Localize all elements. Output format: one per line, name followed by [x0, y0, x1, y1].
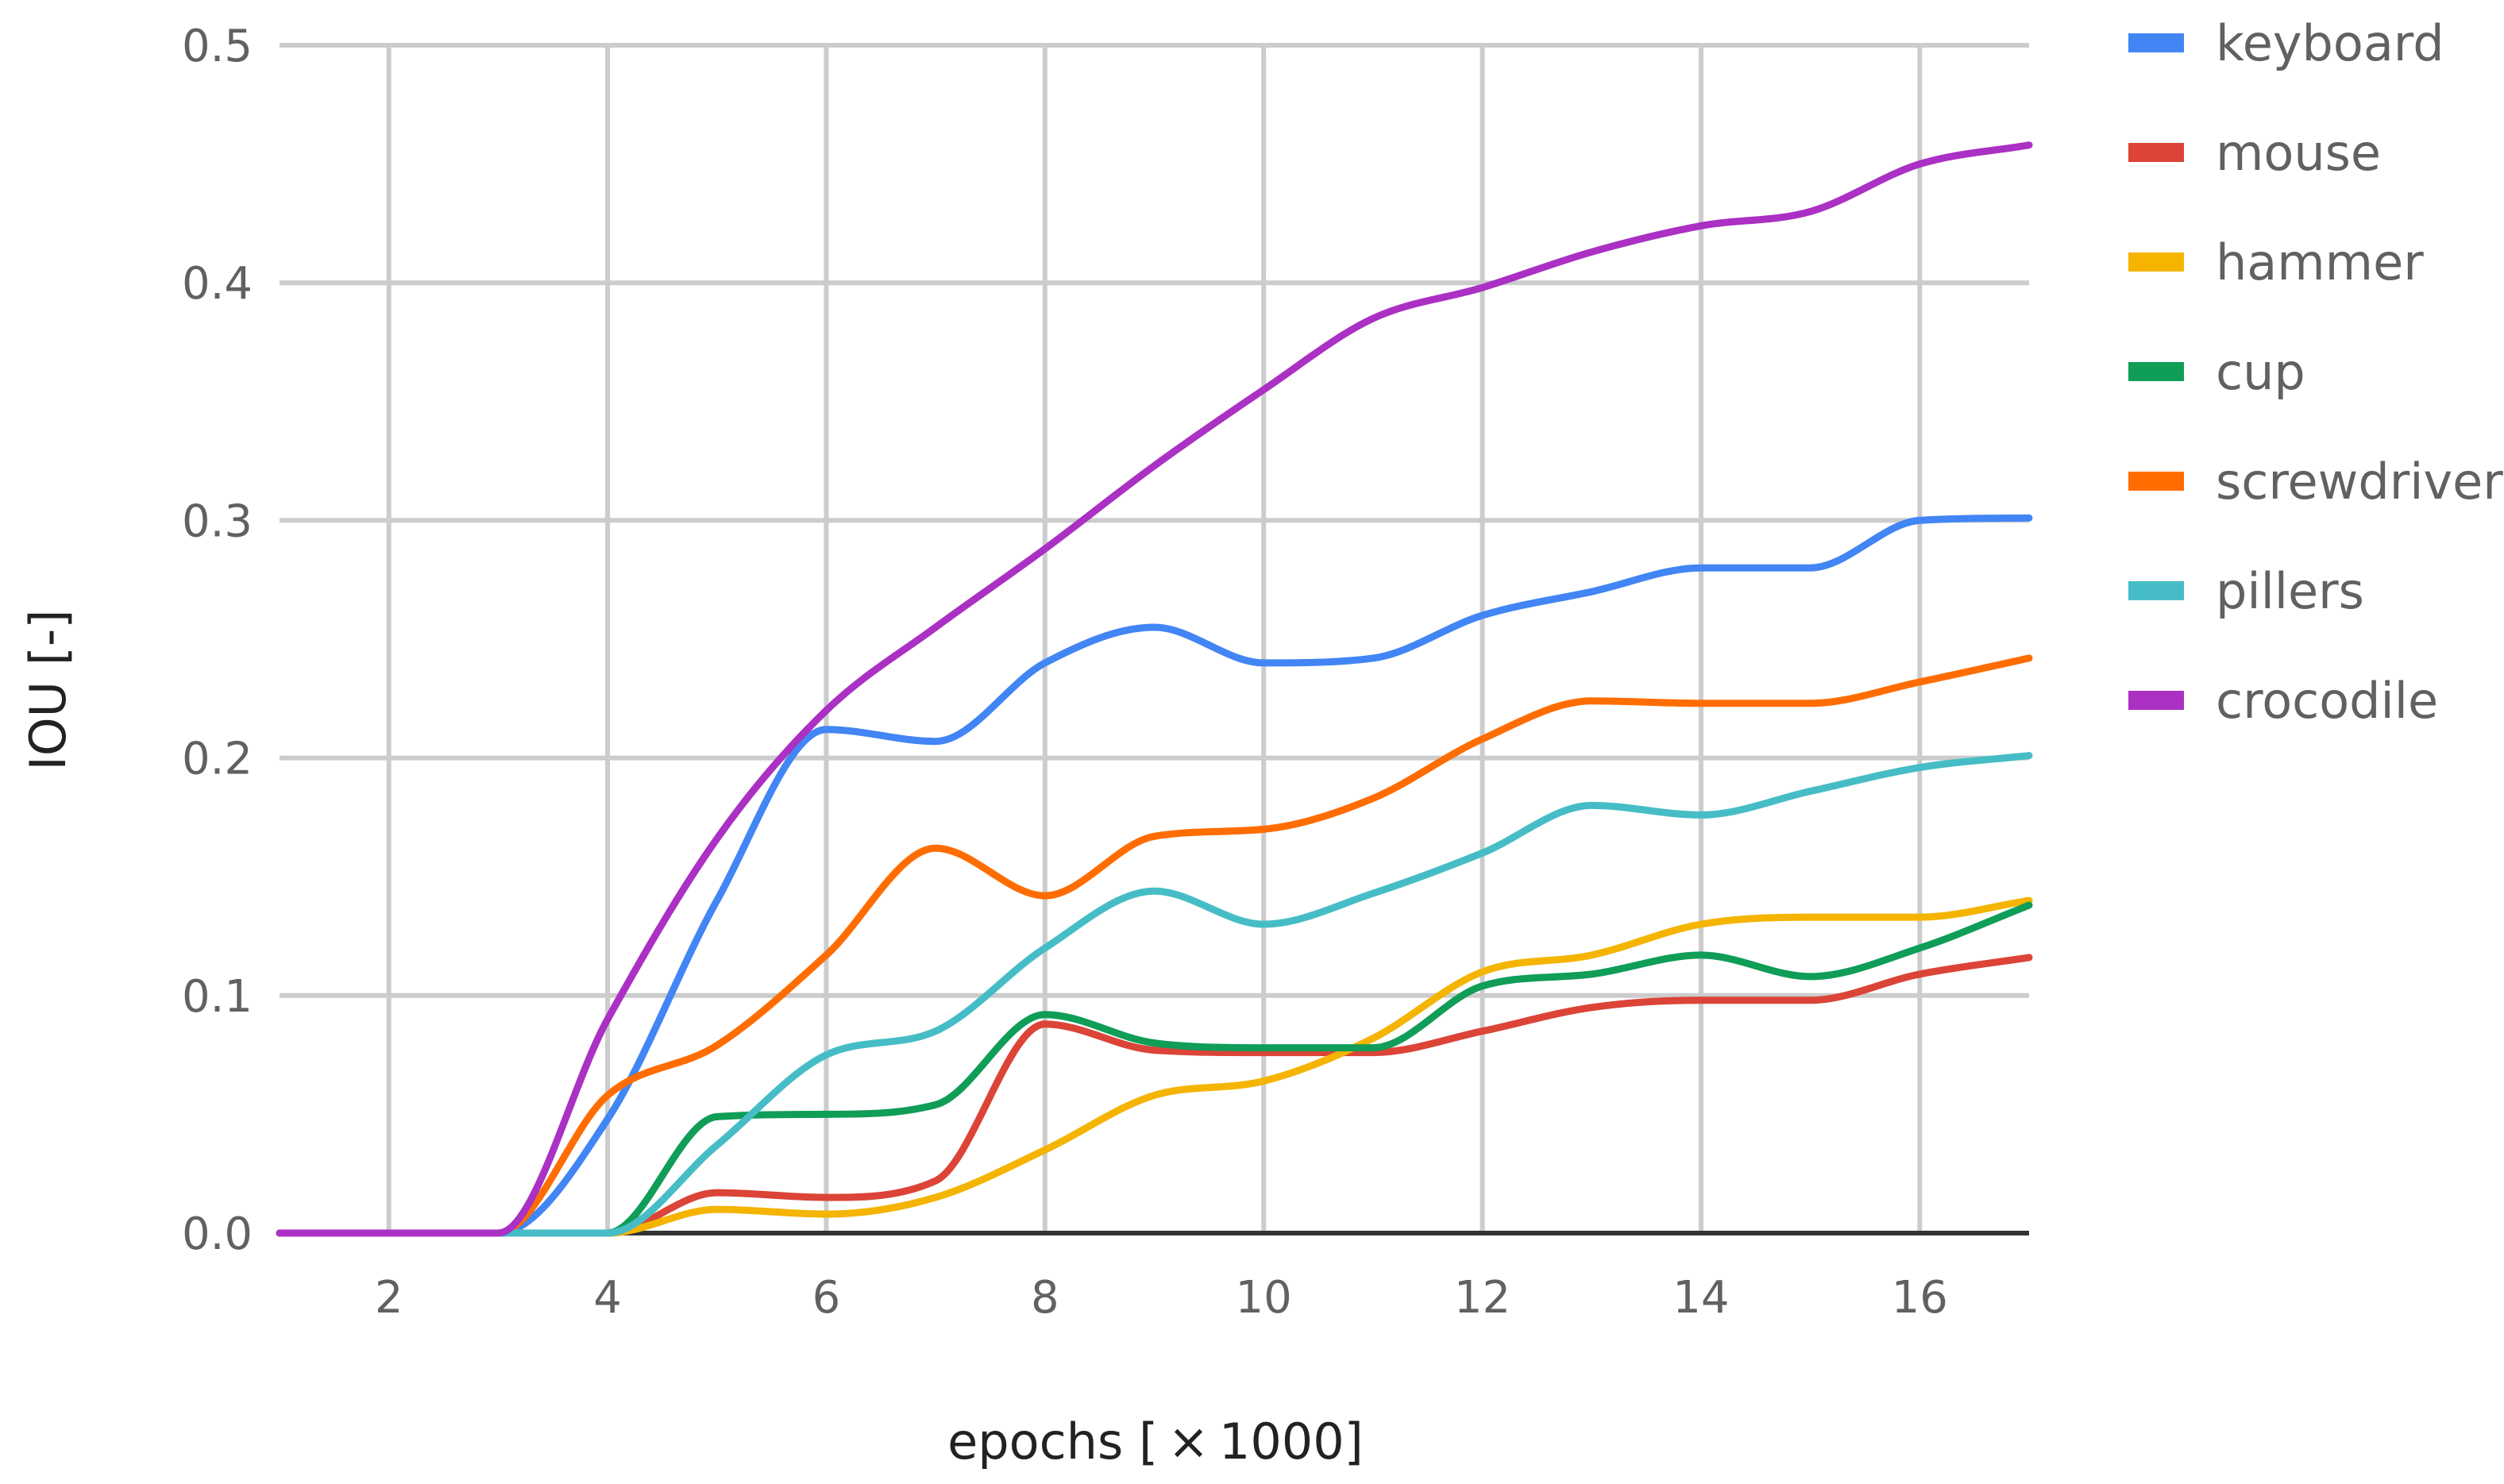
y-axis-tick-labels: 0.0 0.1 0.2 0.3 0.4 0.5	[182, 21, 253, 1260]
legend-swatch-keyboard	[2128, 33, 2184, 52]
legend-label-hammer: hammer	[2216, 233, 2424, 291]
series-line-keyboard	[276, 514, 2033, 1237]
legend-swatch-hammer	[2128, 252, 2184, 272]
legend: keyboard mouse hammer cup screwdriver pillers…	[2128, 14, 2503, 730]
grid	[280, 43, 2029, 1235]
x-tick-label: 6	[812, 1272, 841, 1324]
y-axis-title: IOU [-]	[19, 610, 77, 771]
y-tick-label: 0.4	[182, 258, 253, 310]
x-tick-label: 14	[1673, 1272, 1729, 1324]
x-tick-label: 8	[1031, 1272, 1059, 1324]
y-tick-label: 0.5	[182, 21, 253, 72]
series-line-pillers	[276, 752, 2033, 1237]
series-line-screwdriver	[276, 654, 2033, 1237]
legend-swatch-cup	[2128, 362, 2184, 381]
x-tick-label: 10	[1236, 1272, 1292, 1324]
legend-swatch-mouse	[2128, 143, 2184, 162]
legend-swatch-crocodile	[2128, 691, 2184, 710]
legend-swatch-screwdriver	[2128, 472, 2184, 491]
legend-label-mouse: mouse	[2216, 124, 2381, 182]
legend-label-keyboard: keyboard	[2216, 14, 2444, 72]
x-tick-label: 12	[1454, 1272, 1511, 1324]
y-tick-label: 0.2	[182, 734, 253, 785]
legend-swatch-pillers	[2128, 581, 2184, 600]
legend-label-cup: cup	[2216, 343, 2305, 401]
series-lines	[276, 141, 2033, 1237]
x-axis-title: epochs [ × 1000]	[947, 1413, 1364, 1471]
legend-label-crocodile: crocodile	[2216, 672, 2438, 730]
legend-label-pillers: pillers	[2216, 562, 2364, 620]
y-tick-label: 0.0	[182, 1208, 253, 1260]
x-tick-label: 16	[1892, 1272, 1948, 1324]
x-tick-label: 4	[593, 1272, 622, 1324]
x-tick-label: 2	[375, 1272, 403, 1324]
series-line-crocodile	[276, 141, 2033, 1237]
y-tick-label: 0.1	[182, 971, 253, 1023]
y-tick-label: 0.3	[182, 495, 253, 547]
x-axis-tick-labels: 2 4 6 8 10 12 14 16	[375, 1272, 1948, 1324]
legend-label-screwdriver: screwdriver	[2216, 453, 2503, 511]
